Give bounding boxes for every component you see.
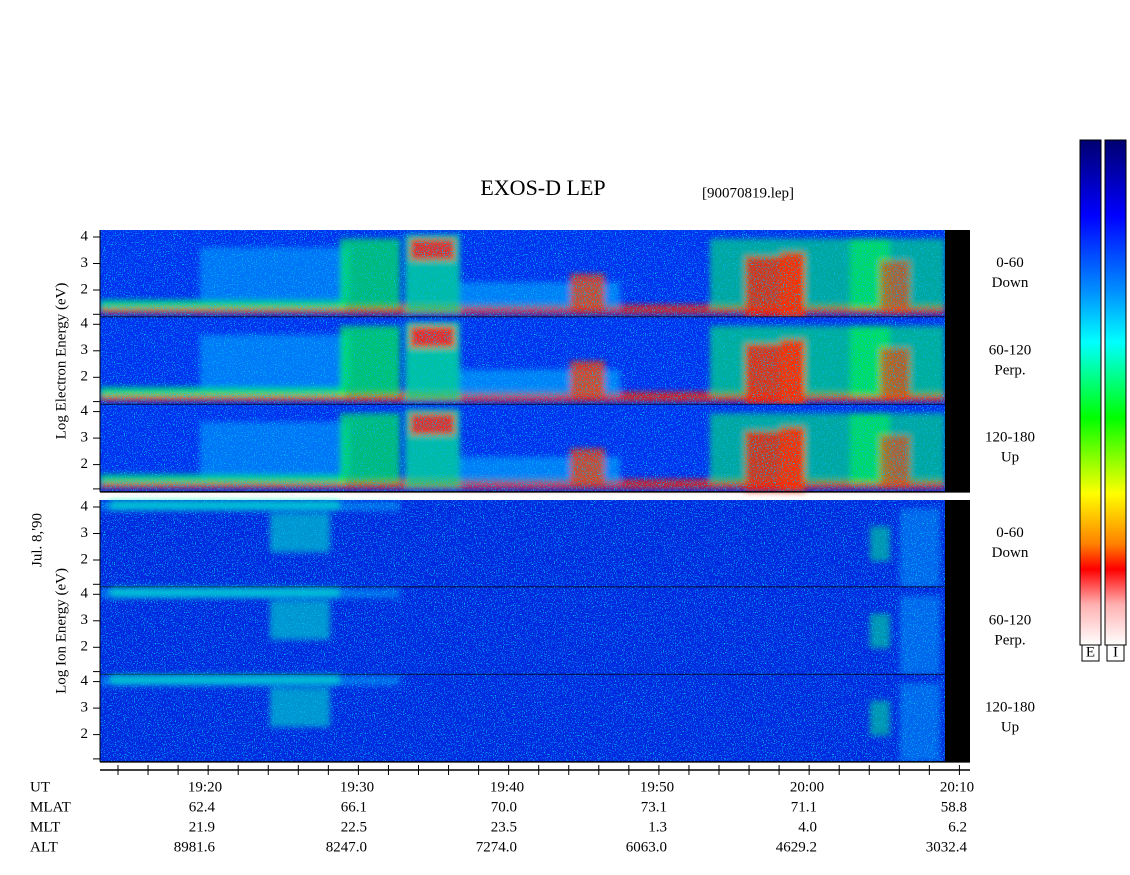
spectrogram (100, 500, 945, 588)
row-label: ALT (30, 839, 58, 855)
table-value: 73.1 (641, 799, 667, 815)
table-value: 6063.0 (626, 839, 667, 855)
energy-tick-label: 3 (81, 430, 89, 446)
noise (100, 674, 945, 762)
noise (100, 500, 945, 588)
table-value: 19:40 (490, 779, 524, 795)
no-data (945, 500, 970, 588)
energy-tick-label: 3 (81, 255, 89, 271)
table-value: 8981.6 (174, 839, 216, 855)
angle-label: 0-60 (996, 525, 1024, 541)
energy-tick-label: 3 (81, 525, 89, 541)
colorbar-label-box (1081, 644, 1100, 662)
energy-axis-label: Log Electron Energy (eV) (53, 283, 69, 440)
table-value: 1.3 (648, 819, 667, 835)
table-value: 66.1 (341, 799, 367, 815)
energy-tick-label: 3 (81, 612, 89, 628)
row-label: UT (30, 779, 50, 795)
table-value: 8247.0 (326, 839, 367, 855)
row-label: MLAT (30, 799, 71, 815)
colorbar-label: E (1086, 644, 1095, 660)
energy-tick-label: 2 (81, 726, 89, 742)
table-value: 62.4 (189, 799, 216, 815)
no-data (945, 674, 970, 762)
spectrogram (100, 404, 945, 492)
no-data (945, 317, 970, 405)
direction-label: Down (992, 545, 1029, 561)
direction-label: Up (1001, 450, 1019, 466)
energy-tick-label: 4 (81, 228, 89, 244)
noise (100, 317, 945, 405)
table-value: 6.2 (948, 819, 967, 835)
noise (100, 230, 945, 318)
angle-label: 120-180 (985, 700, 1035, 716)
date-label: Jul. 8,'90 (29, 513, 45, 567)
direction-label: Up (1001, 720, 1019, 736)
table-value: 4.0 (798, 819, 817, 835)
energy-tick-label: 2 (81, 639, 89, 655)
table-value: 20:10 (940, 779, 974, 795)
title: EXOS-D LEP (480, 175, 605, 200)
table-value: 19:30 (340, 779, 374, 795)
colorbar-label-box (1106, 644, 1125, 662)
no-data (945, 587, 970, 675)
colorbar (1104, 139, 1127, 646)
colorbar-label: I (1113, 644, 1118, 660)
table-value: 3032.4 (926, 839, 968, 855)
energy-tick-label: 2 (81, 456, 89, 472)
table-value: 58.8 (941, 799, 967, 815)
no-data (945, 404, 970, 492)
spectrogram (100, 674, 945, 762)
noise (100, 404, 945, 492)
table-value: 21.9 (189, 819, 215, 835)
spectrogram (100, 587, 945, 675)
table-value: 19:50 (640, 779, 674, 795)
table-value: 19:20 (188, 779, 222, 795)
file-name: [90070819.lep] (702, 185, 794, 201)
energy-tick-label: 2 (81, 281, 89, 297)
angle-label: 60-120 (989, 612, 1032, 628)
energy-tick-label: 2 (81, 551, 89, 567)
angle-label: 60-120 (989, 342, 1032, 358)
direction-label: Perp. (994, 632, 1025, 648)
no-data (945, 230, 970, 318)
table-value: 7274.0 (476, 839, 517, 855)
energy-tick-label: 3 (81, 700, 89, 716)
colorbar (1079, 139, 1102, 646)
energy-tick-label: 3 (81, 342, 89, 358)
energy-tick-label: 4 (81, 316, 89, 332)
noise (100, 587, 945, 675)
spectrogram (100, 230, 945, 318)
direction-label: Perp. (994, 362, 1025, 378)
spectrogram (100, 317, 945, 405)
table-value: 22.5 (341, 819, 367, 835)
row-label: MLT (30, 819, 60, 835)
energy-tick-label: 4 (81, 498, 89, 514)
angle-label: 0-60 (996, 255, 1024, 271)
energy-tick-label: 4 (81, 403, 89, 419)
table-value: 70.0 (491, 799, 517, 815)
energy-tick-label: 4 (81, 586, 89, 602)
energy-axis-label: Log Ion Energy (eV) (53, 568, 69, 694)
energy-tick-label: 4 (81, 673, 89, 689)
table-value: 20:00 (790, 779, 824, 795)
angle-label: 120-180 (985, 430, 1035, 446)
table-value: 71.1 (791, 799, 817, 815)
direction-label: Down (992, 275, 1029, 291)
energy-tick-label: 2 (81, 369, 89, 385)
table-value: 4629.2 (776, 839, 817, 855)
table-value: 23.5 (491, 819, 517, 835)
